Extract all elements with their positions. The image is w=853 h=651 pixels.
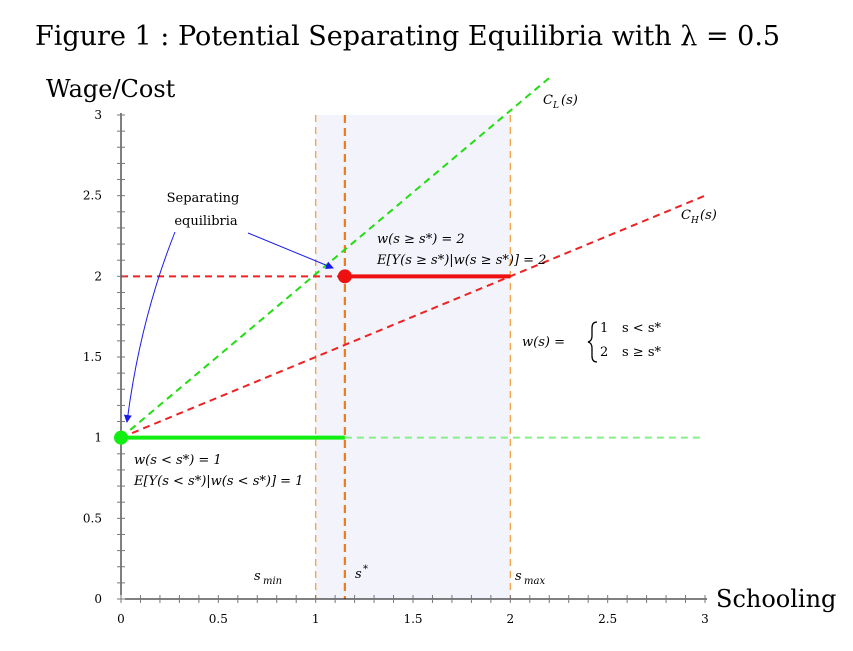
separating-label-line1: Separating (167, 191, 240, 206)
low-expectation-annotation: E[Y(s < s*)|w(s < s*)] = 1 (133, 474, 303, 489)
svg-text:C: C (543, 93, 553, 108)
sstar-label: s * (355, 564, 368, 582)
high-expectation-annotation: E[Y(s ≥ s*)|w(s ≥ s*)] = 2 (376, 253, 546, 268)
svg-text:*: * (363, 564, 368, 575)
svg-text:H: H (690, 216, 699, 226)
svg-text:max: max (524, 576, 545, 587)
svg-text:s: s (355, 567, 362, 582)
x-tick-label: 2.5 (598, 612, 617, 626)
svg-text:w(s) =: w(s) = (522, 335, 565, 350)
wage-rule: w(s) = 1 s < s* 2 s ≥ s* (522, 321, 662, 363)
low-type-equilibrium (114, 430, 128, 445)
series-line-0 (120, 77, 550, 439)
x-tick-label: 0.5 (209, 612, 228, 626)
svg-text:s ≥ s*: s ≥ s* (622, 345, 662, 360)
chart-title: Figure 1 : Potential Separating Equilibr… (35, 21, 780, 52)
x-tick-label: 0 (117, 612, 125, 626)
annotation-arrow-high (247, 232, 334, 270)
svg-text:C: C (681, 208, 691, 223)
svg-text:min: min (263, 576, 282, 587)
svg-text:s < s*: s < s* (622, 321, 662, 336)
shaded-region (315, 115, 511, 599)
smax-label: s max (515, 569, 545, 587)
separating-label-line2: equilibria (174, 214, 238, 229)
y-tick-label: 1.5 (83, 350, 102, 364)
x-tick-label: 2 (507, 612, 515, 626)
x-tick-label: 3 (701, 612, 709, 626)
y-tick-label: 1 (94, 431, 102, 445)
x-axis-title: Schooling (716, 585, 836, 613)
y-tick-label: 3 (94, 108, 102, 122)
high-wage-annotation: w(s ≥ s*) = 2 (377, 232, 465, 247)
y-axis-title: Wage/Cost (46, 75, 176, 103)
smin-label: s min (254, 569, 282, 587)
high-type-equilibrium (337, 269, 352, 284)
annotation-arrow-low (123, 231, 176, 423)
svg-text:1: 1 (600, 321, 608, 336)
y-tick-label: 2.5 (83, 189, 102, 203)
ch-curve-label: C H (s) (681, 208, 717, 226)
y-tick-label: 0.5 (83, 511, 102, 525)
low-wage-annotation: w(s < s*) = 1 (134, 453, 222, 468)
cl-curve-label: C L (s) (543, 93, 578, 111)
series-line-1 (120, 194, 706, 439)
svg-text:(s): (s) (700, 208, 717, 223)
svg-text:(s): (s) (561, 93, 578, 108)
x-tick-label: 1 (312, 612, 320, 626)
svg-text:2: 2 (600, 345, 608, 360)
svg-text:s: s (254, 569, 261, 584)
svg-text:L: L (552, 101, 559, 111)
svg-text:s: s (515, 569, 522, 584)
y-tick-label: 0 (94, 592, 102, 606)
x-tick-label: 1.5 (403, 612, 422, 626)
y-tick-label: 2 (94, 269, 102, 283)
